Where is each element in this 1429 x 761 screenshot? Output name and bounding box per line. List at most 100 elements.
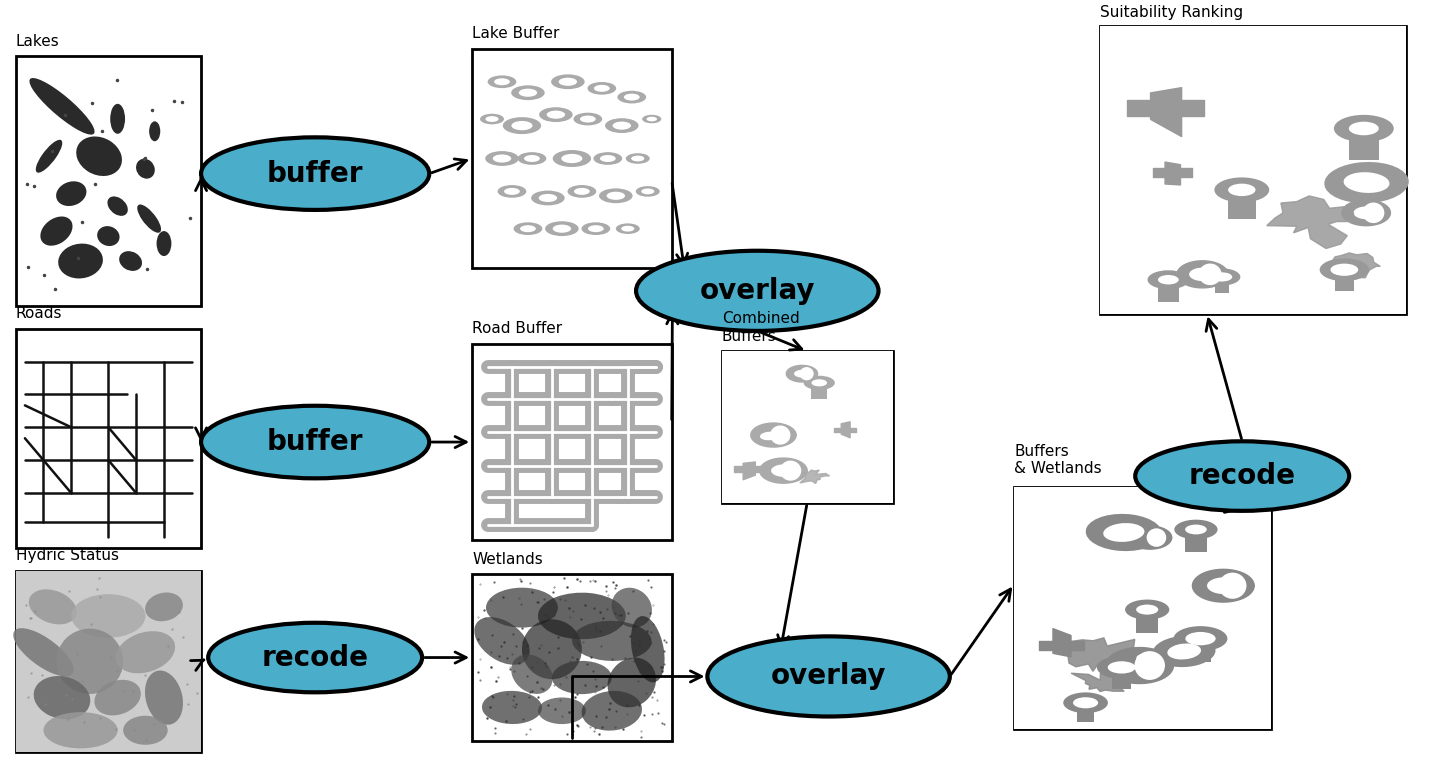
Ellipse shape <box>607 658 656 708</box>
Ellipse shape <box>116 631 176 673</box>
Ellipse shape <box>201 137 429 210</box>
Bar <box>1015 487 1270 729</box>
Ellipse shape <box>512 85 544 100</box>
Text: buffer: buffer <box>267 428 363 456</box>
Ellipse shape <box>512 121 533 130</box>
Text: recode: recode <box>262 644 369 671</box>
Bar <box>1349 133 1379 161</box>
Ellipse shape <box>1135 651 1165 680</box>
Polygon shape <box>1192 569 1255 602</box>
Ellipse shape <box>1125 600 1169 619</box>
Ellipse shape <box>29 589 77 624</box>
Bar <box>1099 26 1406 314</box>
Ellipse shape <box>43 712 117 748</box>
Ellipse shape <box>201 406 429 479</box>
Ellipse shape <box>486 116 499 122</box>
Bar <box>472 344 672 540</box>
Ellipse shape <box>522 619 582 679</box>
Polygon shape <box>1325 253 1380 282</box>
Bar <box>1228 194 1256 219</box>
Ellipse shape <box>593 152 622 165</box>
Ellipse shape <box>97 226 120 246</box>
Bar <box>722 352 893 502</box>
Ellipse shape <box>1219 572 1246 599</box>
Ellipse shape <box>1097 656 1146 679</box>
Ellipse shape <box>539 194 557 202</box>
Ellipse shape <box>504 188 520 195</box>
Ellipse shape <box>482 691 542 724</box>
Bar <box>812 385 827 400</box>
Ellipse shape <box>497 185 526 198</box>
Ellipse shape <box>123 716 167 745</box>
Ellipse shape <box>642 115 662 123</box>
Ellipse shape <box>137 205 161 233</box>
Ellipse shape <box>632 616 664 683</box>
Ellipse shape <box>606 192 624 200</box>
Ellipse shape <box>632 155 644 161</box>
Text: Hydric Status: Hydric Status <box>16 548 119 563</box>
Ellipse shape <box>520 225 536 232</box>
Ellipse shape <box>587 82 616 94</box>
Ellipse shape <box>517 152 546 165</box>
Ellipse shape <box>107 196 127 216</box>
Ellipse shape <box>812 379 827 387</box>
Polygon shape <box>1127 526 1172 549</box>
Ellipse shape <box>559 78 577 86</box>
Ellipse shape <box>574 188 590 195</box>
Ellipse shape <box>562 154 583 163</box>
Ellipse shape <box>56 181 86 206</box>
Ellipse shape <box>582 691 642 731</box>
Ellipse shape <box>622 226 634 231</box>
Ellipse shape <box>1185 632 1216 645</box>
Text: Road Buffer: Road Buffer <box>472 321 562 336</box>
Ellipse shape <box>136 159 154 179</box>
Ellipse shape <box>587 225 603 232</box>
Ellipse shape <box>613 122 632 129</box>
Text: overlay: overlay <box>770 662 886 690</box>
Ellipse shape <box>1146 528 1166 547</box>
Ellipse shape <box>547 110 564 119</box>
Ellipse shape <box>539 107 573 122</box>
Ellipse shape <box>599 189 633 203</box>
Bar <box>472 575 672 740</box>
Ellipse shape <box>486 587 557 628</box>
Ellipse shape <box>1167 644 1200 660</box>
Polygon shape <box>760 458 807 483</box>
Bar <box>1015 487 1270 729</box>
Bar <box>472 49 672 268</box>
Text: overlay: overlay <box>700 277 815 305</box>
Ellipse shape <box>1073 697 1097 708</box>
Ellipse shape <box>537 593 626 639</box>
Ellipse shape <box>146 593 183 621</box>
Bar <box>16 56 201 306</box>
Ellipse shape <box>94 680 141 715</box>
Ellipse shape <box>532 190 564 205</box>
Ellipse shape <box>552 661 612 694</box>
Ellipse shape <box>760 431 779 441</box>
Bar <box>16 571 201 752</box>
Ellipse shape <box>30 78 94 135</box>
Ellipse shape <box>493 154 512 163</box>
Bar <box>1077 710 1095 722</box>
Ellipse shape <box>567 185 596 198</box>
Bar <box>1136 661 1155 677</box>
Text: Roads: Roads <box>16 306 61 321</box>
Ellipse shape <box>780 460 802 481</box>
Ellipse shape <box>553 150 592 167</box>
Ellipse shape <box>36 140 63 173</box>
Ellipse shape <box>1136 604 1159 615</box>
Ellipse shape <box>209 622 422 693</box>
Ellipse shape <box>1153 636 1216 667</box>
Ellipse shape <box>594 84 610 92</box>
Ellipse shape <box>580 116 596 123</box>
Ellipse shape <box>110 103 126 134</box>
Ellipse shape <box>1103 523 1145 542</box>
Ellipse shape <box>616 224 640 234</box>
Bar <box>1136 613 1159 633</box>
Ellipse shape <box>494 78 510 85</box>
Ellipse shape <box>707 636 950 717</box>
Ellipse shape <box>1157 275 1179 285</box>
Ellipse shape <box>524 155 540 162</box>
Ellipse shape <box>1203 269 1240 285</box>
Bar <box>1099 26 1406 314</box>
